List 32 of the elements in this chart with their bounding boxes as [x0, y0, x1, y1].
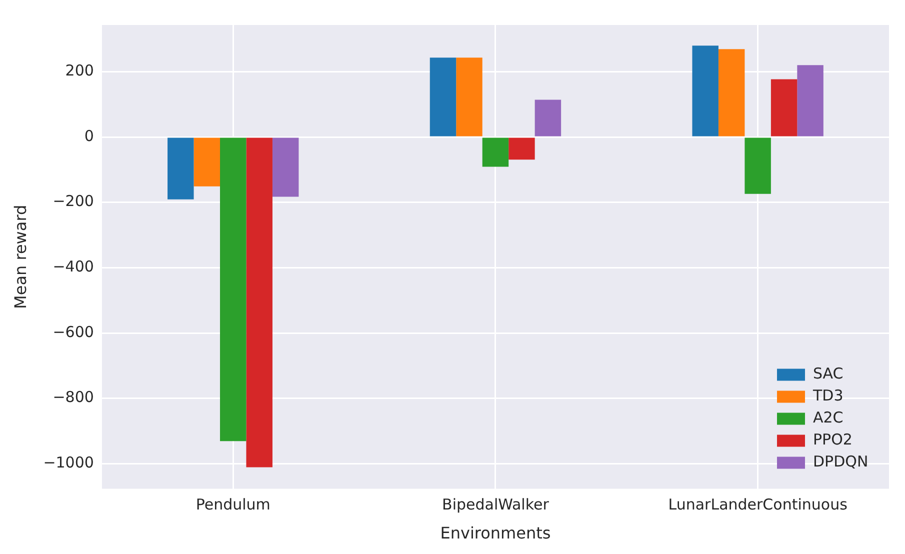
bar — [797, 65, 824, 136]
bar — [508, 138, 535, 160]
legend-label: PPO2 — [813, 430, 852, 449]
bar — [692, 46, 718, 136]
y-tick-label: −400 — [52, 258, 94, 276]
bar — [194, 138, 220, 186]
legend-label: A2C — [813, 408, 844, 427]
y-tick-label: −1000 — [43, 454, 94, 472]
x-axis-title: Environments — [440, 524, 551, 543]
bar — [272, 138, 299, 197]
bar — [482, 138, 509, 167]
legend-label: DPDQN — [813, 452, 868, 471]
legend-label: SAC — [813, 364, 844, 383]
bar — [770, 79, 798, 136]
y-axis-title: Mean reward — [10, 204, 30, 309]
x-tick-label: BipedalWalker — [442, 496, 550, 514]
bar — [220, 138, 246, 442]
y-tick-label: −800 — [52, 388, 94, 406]
x-tick-label: Pendulum — [196, 496, 270, 514]
y-tick-label: 0 — [84, 126, 94, 145]
y-tick-label: 200 — [65, 62, 94, 80]
y-tick-label: −600 — [52, 322, 94, 341]
y-tick-label: −200 — [52, 192, 94, 210]
bar — [456, 58, 482, 136]
bar — [246, 138, 272, 468]
bar — [718, 49, 745, 136]
bar — [744, 138, 771, 194]
bar — [534, 100, 562, 136]
legend-label: TD3 — [812, 386, 844, 405]
bar — [168, 138, 194, 200]
bar — [430, 58, 456, 136]
x-tick-label: LunarLanderContinuous — [668, 496, 848, 514]
